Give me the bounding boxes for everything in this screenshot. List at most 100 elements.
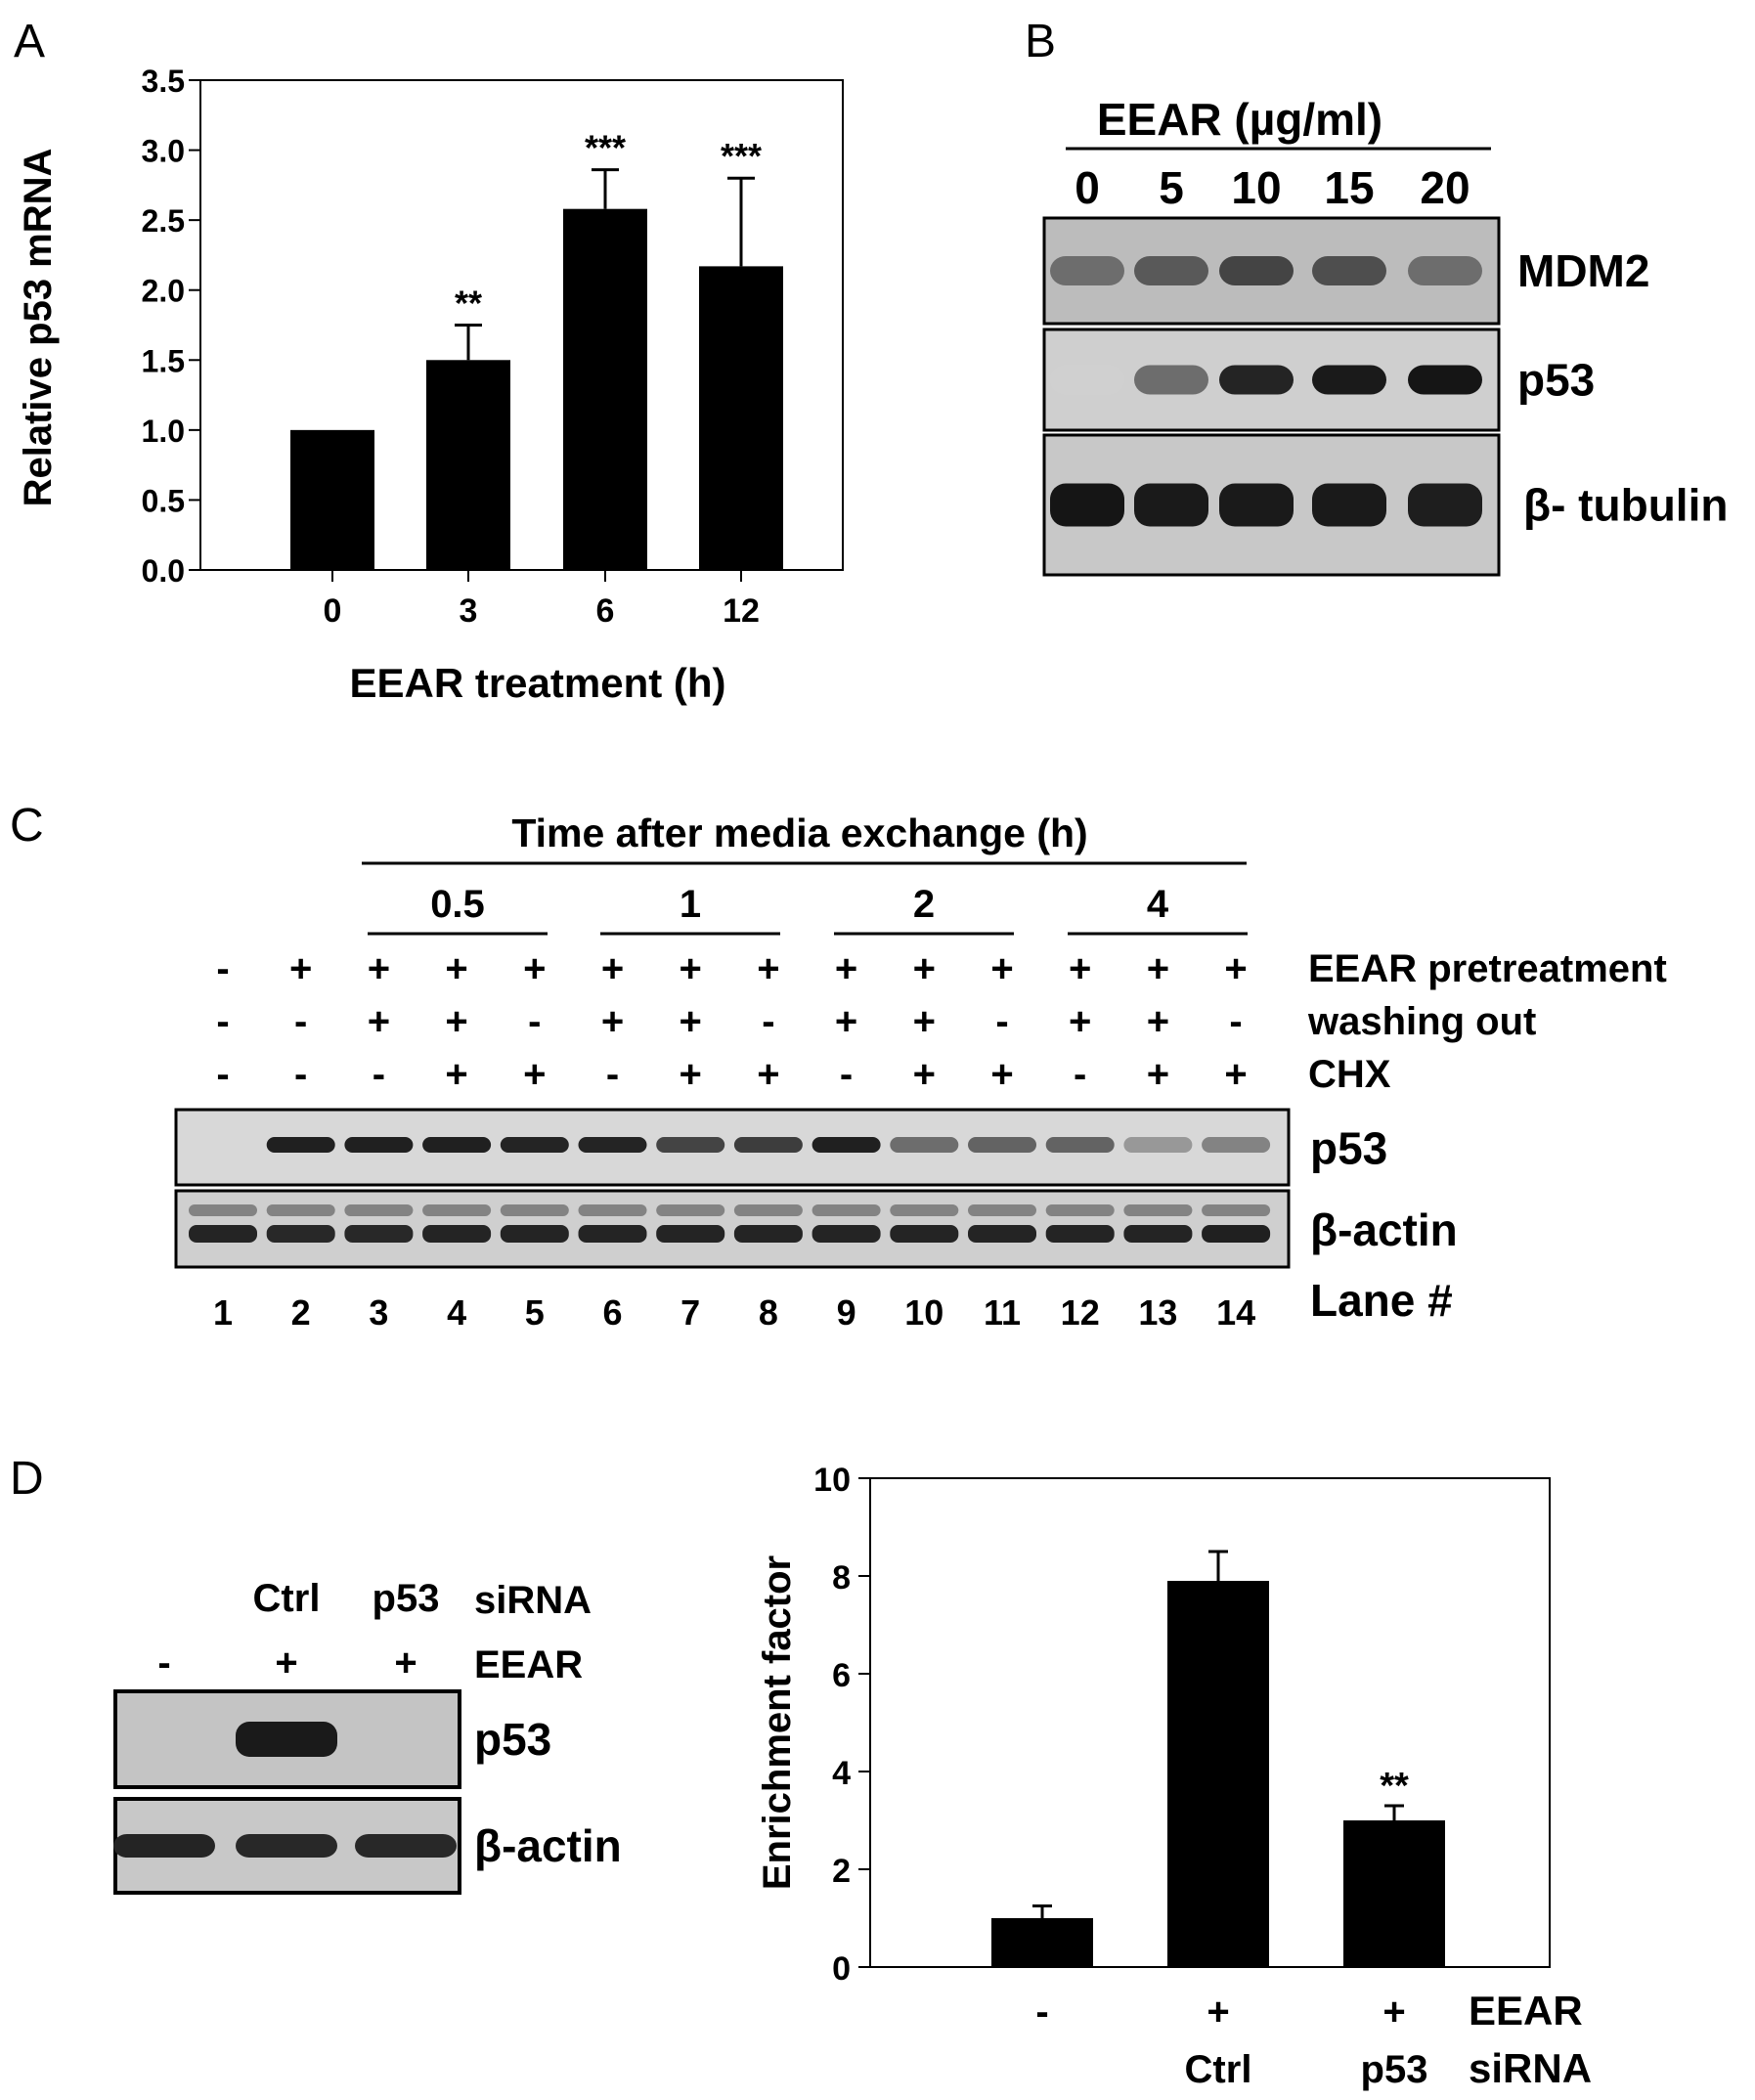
panel-c-treatment-sign: + xyxy=(1147,947,1169,990)
panel-c-band xyxy=(812,1225,881,1243)
panel-c-treatment-sign: + xyxy=(289,947,312,990)
panel-d-band xyxy=(236,1834,337,1858)
chart-a-bar xyxy=(563,208,647,571)
panel-c-treatment-sign: + xyxy=(680,1000,702,1043)
panel-c-treatment-sign: - xyxy=(294,1053,307,1096)
panel-c-lane-number: 5 xyxy=(525,1292,545,1333)
panel-c-blot-label: p53 xyxy=(1310,1123,1387,1174)
panel-c-band-upper xyxy=(422,1204,492,1216)
panel-b-letter: B xyxy=(1025,16,1056,67)
panel-c-treatment-sign: + xyxy=(680,947,702,990)
panel-c-treatment-sign: - xyxy=(216,947,229,990)
panel-c-lane-label: Lane # xyxy=(1310,1275,1453,1326)
chart-a-ytick-label: 1.5 xyxy=(142,343,185,378)
panel-d-blots: Ctrl p53 siRNA - + + EEAR p53 β-actin xyxy=(113,1577,622,1895)
panel-c-lane-number: 7 xyxy=(680,1292,700,1333)
panel-c-band xyxy=(1202,1137,1271,1153)
panel-c-treatment-sign: + xyxy=(1147,1053,1169,1096)
panel-d-eear-label: EEAR xyxy=(474,1643,583,1686)
panel-c-treatment-sign: - xyxy=(1074,1053,1086,1096)
panel-b-blot-label: p53 xyxy=(1517,355,1595,406)
panel-c-band xyxy=(500,1225,569,1243)
panel-c-band-upper xyxy=(656,1204,725,1216)
panel-c-lane-number: 11 xyxy=(984,1292,1021,1333)
panel-c-band xyxy=(1123,1137,1193,1153)
panel-d-letter: D xyxy=(10,1453,44,1505)
chart-a-ylabel: Relative p53 mRNA xyxy=(17,149,60,507)
panel-c-treatment-sign: + xyxy=(757,1053,779,1096)
panel-c-lane-number: 4 xyxy=(447,1292,466,1333)
panel-b-band xyxy=(1408,483,1482,527)
panel-a: A 0.0 0.5 1.0 1.5 2.0 2.5 3.0 3.5 0 ** 3 *** 6 *** 12 E… xyxy=(14,16,844,706)
panel-c-band xyxy=(890,1137,959,1153)
chart-a-xlabel: EEAR treatment (h) xyxy=(349,660,725,706)
panel-c-treatment-sign: - xyxy=(528,1000,541,1043)
chart-a-ytick-label: 3.5 xyxy=(142,64,185,99)
panel-c-treatment-sign: - xyxy=(840,1053,853,1096)
panel-c-treatment-label: CHX xyxy=(1308,1053,1391,1096)
panel-c-lane-number: 10 xyxy=(904,1292,943,1333)
panel-c-treatment-sign: + xyxy=(990,947,1013,990)
panel-b-band xyxy=(1312,256,1386,285)
panel-c-band-upper xyxy=(189,1204,257,1216)
chart-a: 0.0 0.5 1.0 1.5 2.0 2.5 3.0 3.5 0 ** 3 *** 6 *** 12 EEA… xyxy=(17,64,844,706)
chart-a-xtick-label: 12 xyxy=(723,592,760,630)
panel-b-blot-label: MDM2 xyxy=(1517,245,1649,296)
panel-c-treatment-sign: + xyxy=(913,1000,936,1043)
panel-c-band xyxy=(422,1225,492,1243)
chart-a-ytick-label: 2.0 xyxy=(142,274,185,309)
panel-d-blot-label: p53 xyxy=(474,1714,551,1765)
panel-c-band xyxy=(422,1137,492,1153)
panel-b-band xyxy=(1050,483,1124,527)
panel-c-band xyxy=(578,1137,647,1153)
panel-c-treatment-sign: - xyxy=(1229,1000,1242,1043)
panel-c-treatment-sign: - xyxy=(606,1053,619,1096)
chart-d-xtick-eear: + xyxy=(1382,1991,1405,2034)
chart-a-significance: *** xyxy=(585,128,626,168)
panel-d-blot-label: β-actin xyxy=(474,1820,622,1871)
panel-b-band xyxy=(1312,483,1386,527)
panel-c-group-label: 0.5 xyxy=(430,883,485,926)
chart-d-bar xyxy=(1167,1581,1269,1967)
panel-c-treatment-sign: - xyxy=(373,1053,385,1096)
panel-c-treatment-sign: + xyxy=(1224,947,1247,990)
panel-b-blot-label: β- tubulin xyxy=(1523,480,1728,531)
chart-d-ytick-label: 2 xyxy=(832,1853,851,1890)
panel-c-blots: 0.5 1 2 4- + + + + + + + + + + + + + EEAR pretreatment- - +… xyxy=(174,883,1667,1333)
panel-d-sirna-col: p53 xyxy=(373,1577,440,1620)
chart-d-ytick-label: 8 xyxy=(832,1559,851,1597)
panel-c-treatment-label: washing out xyxy=(1307,1000,1536,1043)
panel-b-dose-label: 15 xyxy=(1324,162,1374,213)
panel-c-band xyxy=(1045,1137,1115,1153)
chart-a-ytick-label: 2.5 xyxy=(142,203,185,239)
panel-c-treatment-sign: + xyxy=(680,1053,702,1096)
panel-c-lane-number: 3 xyxy=(369,1292,388,1333)
chart-d-sirna-label: siRNA xyxy=(1469,2045,1592,2091)
panel-a-letter: A xyxy=(14,16,45,67)
chart-d-xtick-sirna: p53 xyxy=(1361,2048,1428,2091)
panel-b-band xyxy=(1408,365,1482,395)
panel-c-band xyxy=(733,1137,803,1153)
panel-d-band xyxy=(236,1722,337,1757)
panel-c-group-label: 2 xyxy=(913,883,935,926)
panel-c-band xyxy=(812,1137,881,1153)
panel-c-treatment-sign: - xyxy=(294,1000,307,1043)
chart-d-ytick-label: 10 xyxy=(813,1462,851,1499)
panel-c: C Time after media exchange (h) 0.5 1 2 4- +… xyxy=(10,800,1667,1333)
panel-c-group-label: 4 xyxy=(1147,883,1169,926)
panel-c-lane-number: 8 xyxy=(759,1292,778,1333)
panel-d-eear-sign: + xyxy=(394,1641,417,1684)
chart-d-bar xyxy=(1343,1820,1445,1967)
panel-c-lane-number: 12 xyxy=(1061,1292,1100,1333)
panel-b-band xyxy=(1050,256,1124,285)
panel-c-band-upper xyxy=(733,1204,803,1216)
panel-b-band xyxy=(1134,365,1208,395)
panel-c-band-upper xyxy=(266,1204,335,1216)
chart-d-significance: ** xyxy=(1380,1766,1409,1807)
panel-b-band xyxy=(1134,256,1208,285)
panel-d-eear-sign: + xyxy=(275,1641,297,1684)
panel-b-dose-label: 20 xyxy=(1420,162,1470,213)
panel-c-treatment-sign: + xyxy=(1224,1053,1247,1096)
panel-c-treatment-sign: + xyxy=(1069,1000,1091,1043)
